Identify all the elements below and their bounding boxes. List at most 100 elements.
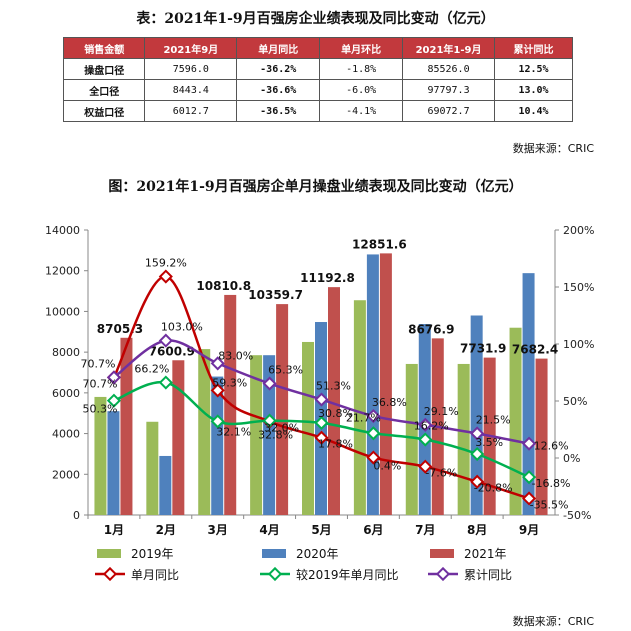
marker-单月同比 — [470, 474, 485, 489]
table-title: 表：2021年1-9月百强房企业绩表现及同比变动（亿元） — [136, 11, 495, 27]
line-value-label: 3.5% — [475, 436, 503, 449]
line-value-label: 32.1% — [216, 425, 251, 438]
marker-累计同比 — [106, 370, 122, 385]
x-tick-label: 6月 — [363, 523, 383, 537]
x-tick-label: 2月 — [156, 523, 176, 537]
bar-2021年 — [328, 287, 340, 515]
header-cell: 2021年1-9月 — [402, 37, 495, 59]
table-cell: 69072.7 — [402, 100, 495, 122]
line-value-label: 21.5% — [476, 413, 511, 426]
bar-value-label: 8676.9 — [408, 322, 454, 336]
line-value-label: 70.7% — [80, 357, 115, 370]
header-cell: 2021年9月 — [144, 37, 238, 59]
y2-tick-label: 100% — [563, 338, 594, 351]
x-tick-label: 3月 — [208, 523, 228, 537]
header-cell: 单月环比 — [319, 37, 404, 59]
line-value-label: -35.5% — [530, 498, 569, 511]
table-cell: 13.0% — [494, 79, 573, 101]
table-row: 全口径 8443.4 -36.6% -6.0% 97797.3 13.0% — [62, 79, 573, 101]
line-value-label: 159.2% — [145, 257, 187, 270]
x-tick-label: 1月 — [104, 523, 124, 537]
header-cell: 单月同比 — [236, 37, 321, 59]
bar-value-label: 7731.9 — [460, 342, 506, 356]
marker-较2019年单月同比 — [314, 415, 329, 430]
table-cell: 10.4% — [494, 100, 573, 122]
marker-较2019年单月同比 — [470, 446, 485, 462]
legend-label: 2021年 — [464, 547, 507, 561]
row-label: 权益口径 — [62, 100, 146, 122]
line-value-label: 66.2% — [134, 363, 169, 376]
bar-2020年 — [522, 273, 535, 515]
y2-tick-label: 150% — [563, 281, 594, 294]
marker-累计同比 — [158, 333, 173, 348]
marker-单月同比 — [366, 450, 381, 465]
y-tick-label: 6000 — [52, 387, 80, 400]
marker-累计同比 — [210, 356, 225, 371]
bar-2019年 — [250, 355, 263, 515]
bar-2021年 — [120, 337, 133, 515]
table-cell: 6012.7 — [144, 100, 238, 122]
line-value-label: -7.6% — [425, 467, 457, 480]
legend-label: 2020年 — [296, 547, 339, 561]
x-tick-label: 5月 — [311, 523, 331, 537]
marker-累计同比 — [418, 417, 433, 432]
table-cell: 85526.0 — [402, 58, 495, 80]
bar-2020年 — [211, 376, 224, 515]
line-value-label: 0.4% — [373, 460, 401, 473]
table-cell: 97797.3 — [402, 79, 495, 101]
marker-较2019年单月同比 — [521, 470, 537, 485]
combo-chart: 0 2000 4000 6000 8000 10000 12000 14000 -50% 0% 50… — [45, 224, 594, 582]
chart-title: 图：2021年1-9月百强房企单月操盘业绩表现及同比变动（亿元） — [108, 179, 523, 195]
bar-2019年 — [405, 363, 418, 515]
bar-2021年 — [535, 358, 548, 515]
y-tick-label: 12000 — [45, 265, 80, 278]
header-cell: 销售金额 — [62, 37, 146, 59]
table-cell: -36.5% — [236, 100, 321, 122]
line-value-label: -20.8% — [474, 482, 513, 495]
y2-tick-label: 200% — [563, 224, 594, 237]
line-value-label: -16.8% — [532, 477, 571, 490]
marker-累计同比 — [521, 436, 537, 451]
table-cell: 7596.0 — [144, 58, 238, 80]
marker-较2019年单月同比 — [158, 375, 173, 390]
bar-2020年 — [159, 455, 172, 515]
line-value-label: 17.8% — [318, 438, 353, 451]
line-value-label: 32.8% — [258, 429, 293, 442]
bar-2019年 — [94, 396, 107, 515]
legend-marker — [435, 566, 451, 582]
y-tick-label: 0 — [73, 509, 80, 522]
bar-2020年 — [107, 411, 120, 515]
line-value-label: 30.8% — [318, 407, 353, 420]
bar-value-label: 10810.8 — [196, 279, 251, 293]
line-value-label: 29.1% — [424, 405, 459, 418]
y-tick-label: 4000 — [52, 428, 80, 441]
marker-单月同比 — [314, 430, 329, 445]
bar-value-label: 10359.7 — [248, 288, 303, 302]
bar-2019年 — [198, 349, 211, 515]
table-row: 权益口径 6012.7 -36.5% -4.1% 69072.7 10.4% — [62, 100, 573, 122]
bar-2021年 — [172, 360, 185, 515]
marker-较2019年单月同比 — [262, 413, 277, 428]
table-header-row: 销售金额 2021年9月 单月同比 单月环比 2021年1-9月 累计同比 — [62, 37, 573, 59]
legend-label: 2019年 — [131, 547, 174, 561]
y-tick-label: 8000 — [52, 346, 80, 359]
bar-value-label: 12851.6 — [352, 237, 407, 251]
line-value-label: 36.8% — [372, 396, 407, 409]
row-label: 全口径 — [62, 79, 146, 101]
table-cell: -4.1% — [319, 100, 404, 122]
bar-2019年 — [302, 341, 314, 515]
bar-2021年 — [276, 304, 289, 515]
table-source: 数据来源：CRIC — [512, 142, 594, 155]
bar-value-label: 7682.4 — [512, 343, 558, 357]
line-value-label: 16.2% — [414, 420, 449, 433]
line-value-label: 65.3% — [268, 364, 303, 377]
legend-label: 累计同比 — [464, 568, 512, 582]
legend-swatch — [430, 549, 454, 558]
x-tick-label: 7月 — [415, 523, 435, 537]
table-cell: -36.2% — [236, 58, 321, 80]
bar-value-label: 11192.8 — [300, 271, 355, 285]
y-tick-label: 14000 — [45, 224, 80, 237]
bar-2019年 — [146, 421, 159, 515]
x-tick-label: 4月 — [259, 523, 279, 537]
y-tick-label: 2000 — [52, 468, 80, 481]
